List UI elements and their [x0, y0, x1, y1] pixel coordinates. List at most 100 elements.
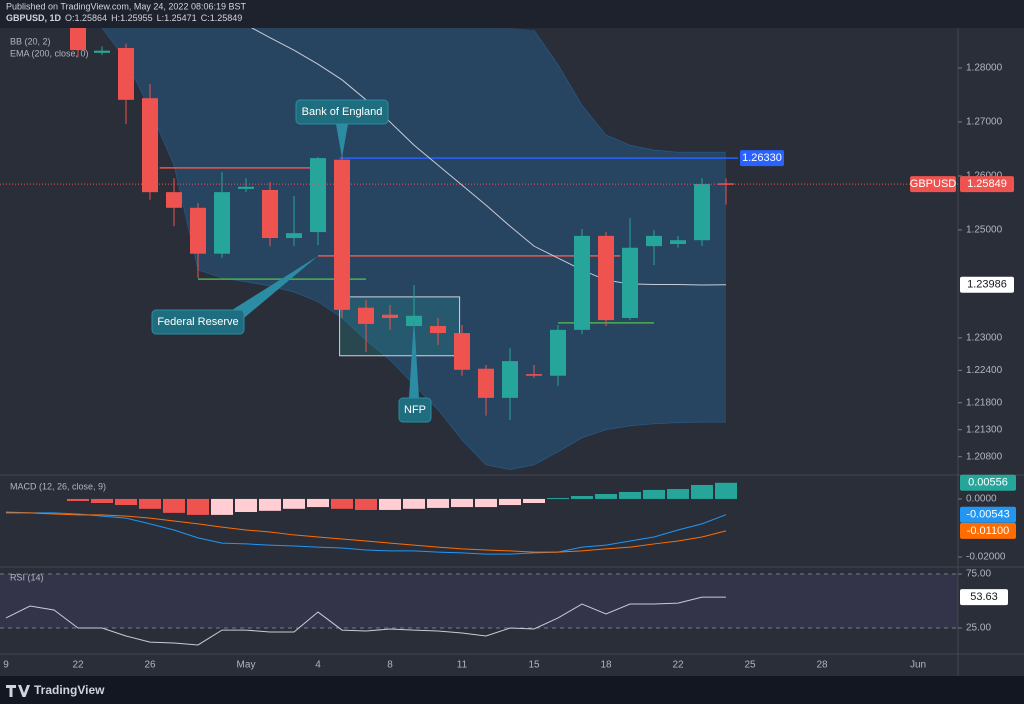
- price-tag-bg: [960, 176, 1014, 193]
- y-tick-label: 1.20800: [966, 451, 1003, 462]
- macd-histogram-bar: [667, 489, 689, 499]
- published-note: Published on TradingView.com, May 24, 20…: [6, 1, 246, 11]
- candle-body: [670, 240, 686, 244]
- ohlc-value: 1.25864: [75, 13, 108, 23]
- macd-histogram-bar: [211, 498, 233, 515]
- header-bar: [0, 0, 1024, 28]
- brand-logo: [6, 685, 30, 697]
- symbol-tag-bg: [910, 176, 956, 193]
- ema-tag: 1.23986: [967, 279, 1007, 291]
- candle-body: [238, 186, 254, 189]
- candle-body: [526, 374, 542, 376]
- candle-body: [358, 307, 374, 324]
- x-tick-label: 15: [528, 660, 540, 671]
- macd-histogram-bar: [571, 496, 593, 499]
- overlay: 1.28000 1.27000 1.26000 1.25000 1.23000 1.224…: [3, 63, 1016, 671]
- macd-histogram-bar: [283, 498, 305, 509]
- y-tick-label: 1.21800: [966, 397, 1003, 408]
- x-tick-label: 25: [744, 660, 756, 671]
- candle-body: [478, 368, 494, 398]
- candle-body: [190, 207, 206, 254]
- candle-body: [118, 47, 134, 100]
- candle-body: [622, 247, 638, 318]
- x-tick-label: 26: [144, 660, 156, 671]
- macd-histogram-bar: [307, 498, 329, 508]
- rsi-pane: [0, 573, 958, 646]
- ohlc-label: L:: [157, 13, 165, 23]
- y-tick-label: 1.28000: [966, 63, 1003, 74]
- y-tick-label: -0.02000: [966, 552, 1006, 563]
- x-tick-label: 28: [816, 660, 828, 671]
- candle-body: [334, 159, 350, 310]
- y-tick-label: 1.21300: [966, 424, 1003, 435]
- candle-body: [214, 192, 230, 254]
- callout-pointer: [232, 256, 318, 318]
- macd-histogram-bar: [115, 498, 137, 506]
- rsi-band: [0, 574, 958, 629]
- y-tick-label: 1.25000: [966, 225, 1003, 236]
- macd-tag: -0.00543: [966, 509, 1009, 521]
- legend-ema: EMA (200, close, 0): [10, 48, 89, 58]
- candle-body: [646, 235, 662, 247]
- x-tick-label: May: [237, 660, 256, 671]
- macd-line: [5, 511, 727, 555]
- bb-upper: [533, 29, 726, 153]
- symbol-tag: GBPUSD: [910, 178, 957, 190]
- candle-body: [694, 184, 710, 241]
- candle-body: [574, 235, 590, 330]
- x-tick-label: 11: [457, 660, 468, 671]
- macd-histogram-bar: [403, 498, 425, 509]
- candle-body: [262, 189, 278, 239]
- y-tick-label: 0.0000: [966, 494, 997, 505]
- macd-histogram-bar: [163, 498, 185, 513]
- candle-body: [550, 329, 566, 376]
- ohlc-value: 1.25955: [120, 13, 153, 23]
- x-tick-label: 22: [672, 660, 684, 671]
- macd-histogram-bar: [379, 498, 401, 510]
- callout-box: [151, 309, 245, 335]
- macd-pane: [5, 482, 737, 555]
- macd-histogram-bar: [355, 498, 377, 510]
- macd-histogram-bar: [691, 485, 713, 499]
- legend-rsi: RSI (14): [10, 572, 44, 582]
- candle-body: [166, 192, 182, 208]
- y-tick-label: 1.26000: [966, 171, 1003, 182]
- x-tick-label: Jun: [910, 660, 926, 671]
- price-pane: [0, 28, 958, 470]
- callout-box: [398, 397, 432, 423]
- ohlc-label: H:: [111, 13, 120, 23]
- macd-histogram-bar: [619, 491, 641, 499]
- macd-histogram-bar: [67, 498, 89, 501]
- level-tag: 1.26330: [742, 152, 782, 164]
- ohlc-value: 1.25849: [210, 13, 243, 23]
- ohlc-value: 1.25471: [164, 13, 197, 23]
- level-tag-bg: [740, 150, 784, 167]
- callout-pointer: [336, 124, 348, 158]
- macd-histogram-bar: [499, 498, 521, 506]
- x-tick-label: 22: [72, 660, 84, 671]
- ema-line: [250, 28, 727, 286]
- y-tick-label: 75.00: [966, 569, 991, 580]
- macd-histogram-bar: [91, 498, 113, 503]
- x-tick-label: 8: [387, 660, 393, 671]
- y-tick-label: 25.00: [966, 623, 991, 634]
- macd-histogram-bar: [139, 498, 161, 509]
- macd-histogram-bar: [331, 498, 353, 509]
- candle-body: [430, 326, 446, 334]
- macd-histogram-bar: [259, 498, 281, 511]
- ohlc-label: C:: [201, 13, 210, 23]
- candle-body: [382, 314, 398, 318]
- ohlc-label: O:: [65, 13, 75, 23]
- macd-histogram-bar: [475, 498, 497, 508]
- legend-bb: BB (20, 2): [10, 36, 51, 46]
- rsi-tag: 53.63: [970, 591, 998, 603]
- signal-tag-bg: [960, 522, 1016, 539]
- signal-line: [6, 512, 727, 553]
- candle-body: [142, 98, 158, 193]
- symbol-line: GBPUSD, 1D O:1.25864 H:1.25955 L:1.25471 C:1…: [6, 13, 242, 23]
- y-tick-label: 1.22400: [966, 365, 1003, 376]
- histogram-tag-bg: [960, 474, 1016, 491]
- price-tag: 1.25849: [967, 178, 1007, 190]
- callout-text: Bank of England: [302, 106, 383, 118]
- rsi-line: [5, 596, 727, 646]
